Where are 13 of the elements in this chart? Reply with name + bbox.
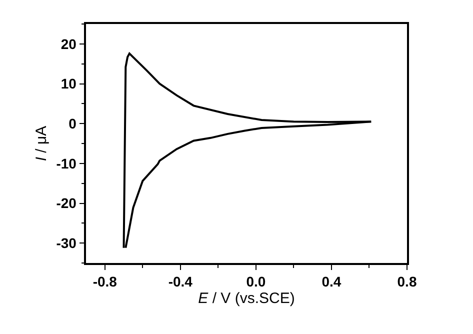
x-tick-label: 0.8 — [397, 274, 417, 290]
x-tick-label: -0.8 — [92, 274, 118, 290]
y-axis-title: I / μA — [32, 126, 50, 162]
x-tick-label: 0.0 — [246, 274, 266, 290]
y-tick-label: 20 — [60, 36, 77, 52]
x-tick-label: -0.4 — [168, 274, 193, 290]
x-tick-label: 0.4 — [322, 274, 342, 290]
y-tick-label: 10 — [60, 76, 77, 92]
x-axis-title: E / V (vs.SCE) — [198, 290, 295, 308]
y-tick-label: -30 — [56, 234, 77, 251]
y-tick-label: 0 — [68, 115, 77, 132]
y-tick-label: -10 — [56, 155, 77, 172]
y-tick-label: -20 — [56, 195, 77, 212]
